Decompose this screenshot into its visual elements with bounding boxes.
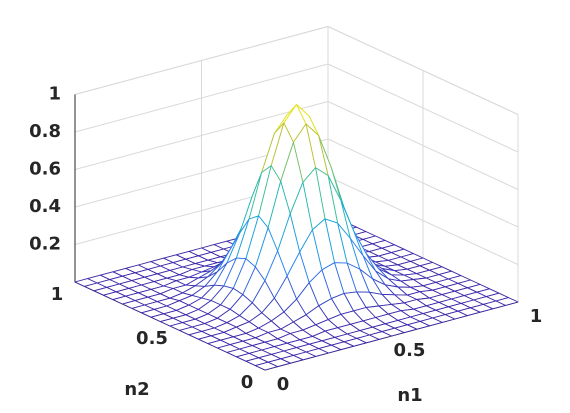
y-tick-label: 0 xyxy=(241,372,254,393)
x-tick-label: 0.5 xyxy=(394,340,426,361)
x-axis-label: n1 xyxy=(397,385,422,406)
x-tick-label: 1 xyxy=(530,306,543,327)
mesh-cell xyxy=(255,361,279,371)
y-tick-label: 1 xyxy=(51,284,64,305)
x-tick-label: 0 xyxy=(277,374,290,395)
z-tick-label: 0.4 xyxy=(29,196,61,217)
z-tick-label: 1 xyxy=(48,84,61,105)
y-axis-label: n2 xyxy=(124,379,149,400)
z-tick-label: 0.8 xyxy=(29,121,61,142)
z-tick-label: 0.6 xyxy=(29,159,61,180)
z-tick-label: 0.2 xyxy=(29,234,61,255)
y-tick-label: 0.5 xyxy=(136,328,168,349)
